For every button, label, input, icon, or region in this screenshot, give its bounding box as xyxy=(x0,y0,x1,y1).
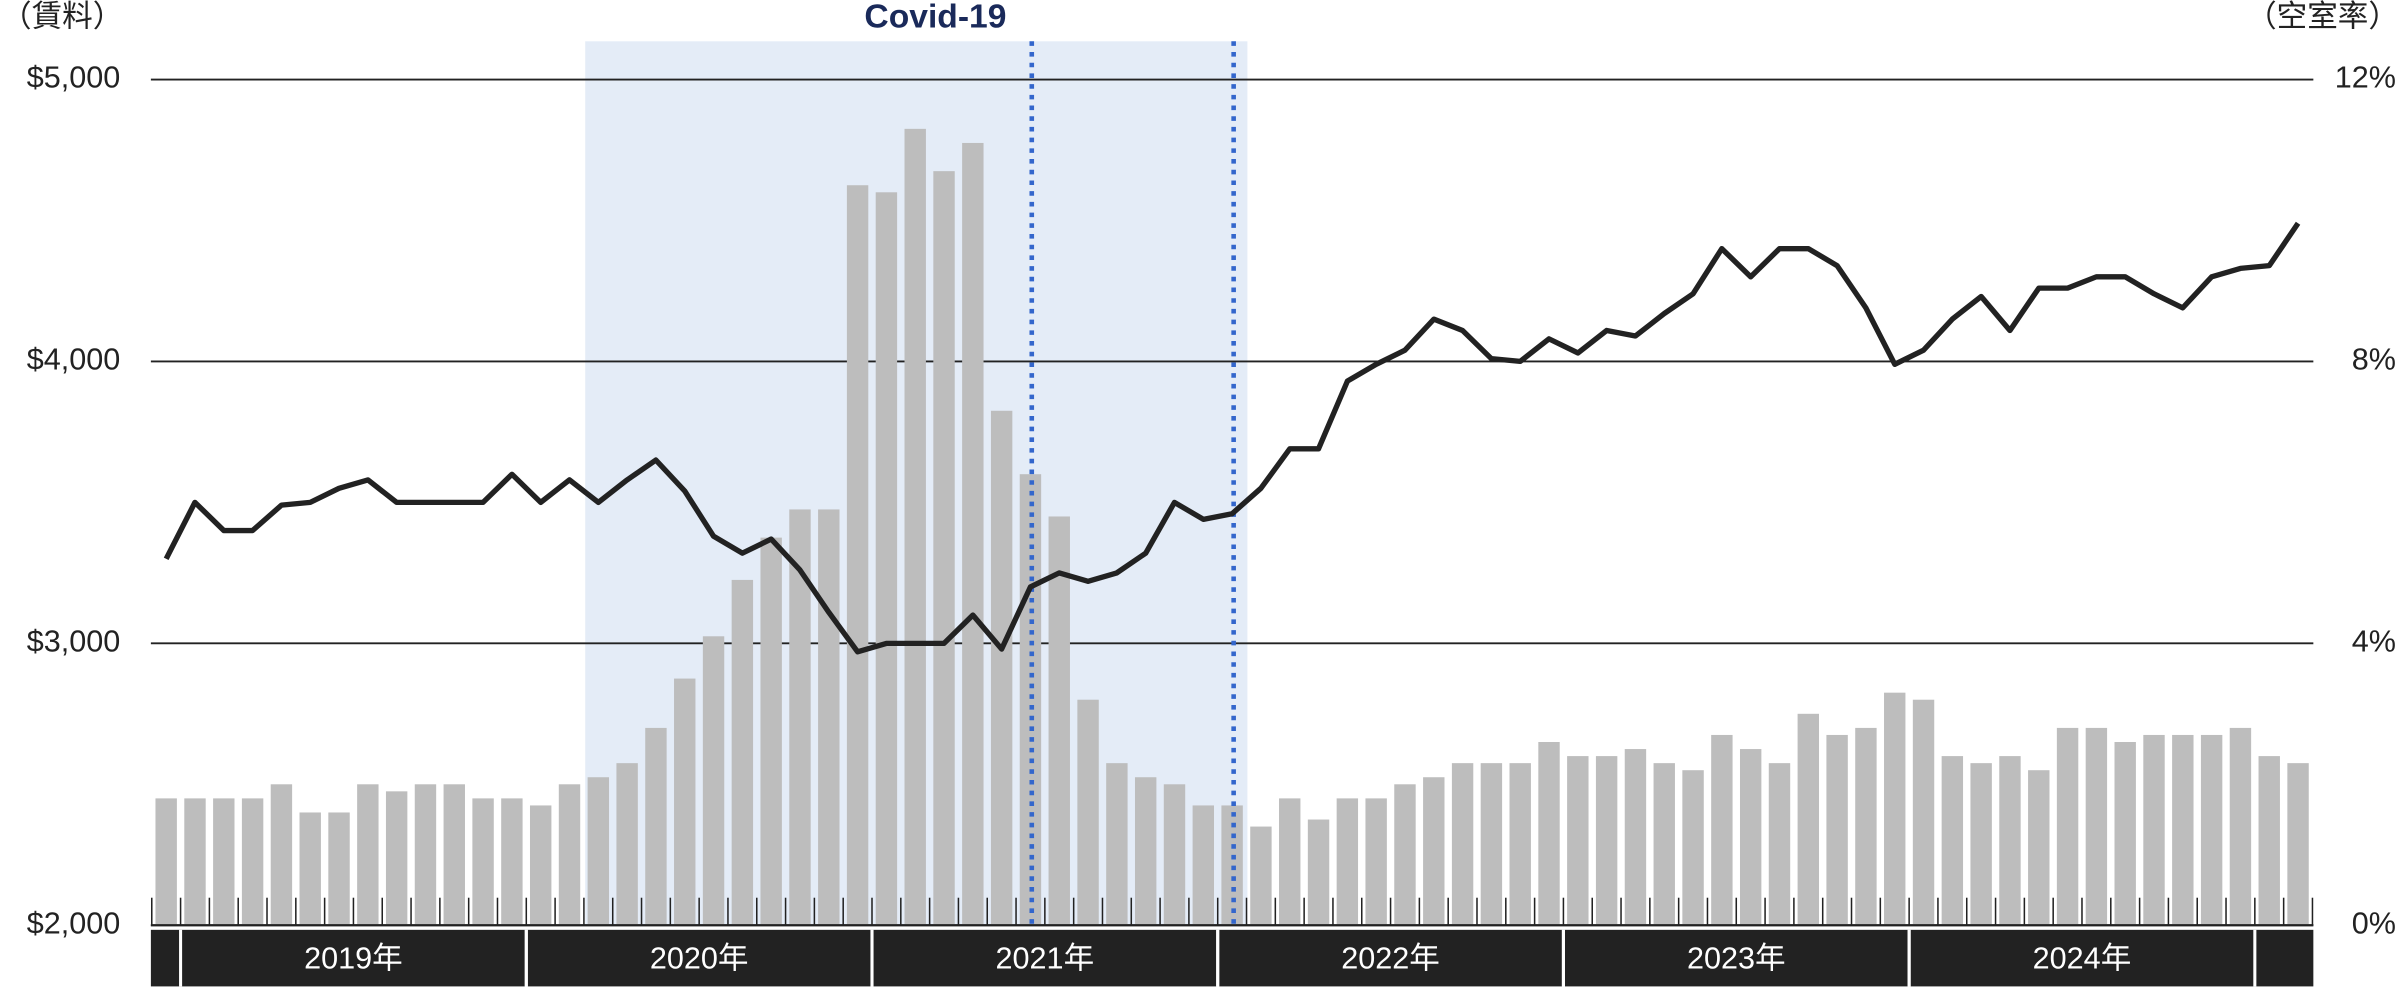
bar xyxy=(270,784,293,926)
bar xyxy=(1739,749,1762,926)
bar xyxy=(1941,756,1964,926)
bar xyxy=(213,798,235,926)
bar xyxy=(2258,756,2280,926)
bar xyxy=(2056,727,2079,926)
bar xyxy=(1711,734,1733,926)
bar xyxy=(558,784,581,926)
bar xyxy=(1192,805,1215,926)
x-tick-label: 2022年 xyxy=(1341,941,1440,975)
bar xyxy=(731,579,754,926)
bar xyxy=(1653,763,1675,926)
bar xyxy=(875,192,898,926)
bar xyxy=(933,171,955,926)
bar xyxy=(674,678,696,926)
y2-tick-label: 12% xyxy=(2335,61,2396,95)
bar xyxy=(1595,756,1618,926)
bar xyxy=(328,812,350,926)
bar xyxy=(2229,727,2252,926)
bar xyxy=(846,185,869,926)
bar xyxy=(1394,784,1416,926)
bar xyxy=(1768,763,1791,926)
x-tick-label: 2023年 xyxy=(1687,941,1786,975)
y-tick-label: $3,000 xyxy=(27,624,121,658)
bar xyxy=(2028,770,2050,926)
y2-tick-label: 4% xyxy=(2352,624,2396,658)
bar xyxy=(1163,784,1186,926)
bar xyxy=(414,784,437,926)
bar xyxy=(1970,763,1992,926)
bar xyxy=(1451,763,1474,926)
bar xyxy=(385,791,408,926)
bars xyxy=(155,128,2309,926)
bar xyxy=(1855,727,1877,926)
bar xyxy=(818,509,840,926)
bar xyxy=(529,805,552,926)
bar xyxy=(1509,763,1531,926)
bar xyxy=(1423,777,1445,926)
x-tick-label: 2020年 xyxy=(650,941,749,975)
bar xyxy=(1365,798,1387,926)
bar xyxy=(962,142,984,926)
bar xyxy=(1221,805,1243,926)
y-tick-label: $5,000 xyxy=(27,61,121,95)
bar xyxy=(789,509,811,926)
bar xyxy=(1567,756,1589,926)
bar xyxy=(702,636,725,926)
bar xyxy=(1826,734,1848,926)
year-band xyxy=(150,929,2314,987)
bar xyxy=(501,798,523,926)
grid: $2,000 $3,000 $4,000 $5,000 0% 4% 8% 12% xyxy=(27,61,2396,941)
bar xyxy=(587,777,610,926)
x-axis: 2019年 2020年 2021年 2022年 2023年 2024年 xyxy=(150,897,2314,987)
bar xyxy=(616,763,638,926)
y-axis-label: （賃料） xyxy=(1,0,123,33)
lines xyxy=(163,221,2301,655)
y2-axis-label: （空室率） xyxy=(2246,0,2399,33)
bar xyxy=(1077,699,1099,926)
bar xyxy=(241,798,264,926)
bar xyxy=(2172,734,2194,926)
bar xyxy=(2200,734,2223,926)
bar xyxy=(1279,798,1301,926)
bar xyxy=(472,798,494,926)
bar xyxy=(2085,727,2108,926)
bar xyxy=(1106,763,1128,926)
bar xyxy=(2287,763,2309,926)
bar xyxy=(1336,798,1359,926)
bar xyxy=(184,798,206,926)
bar xyxy=(1538,742,1560,926)
bar xyxy=(1048,516,1070,926)
annotation: Covid-19 xyxy=(864,0,1006,35)
bar xyxy=(1480,763,1503,926)
bar xyxy=(2114,742,2136,926)
bar xyxy=(1250,826,1272,926)
bar xyxy=(645,727,667,926)
bar xyxy=(1134,777,1157,926)
y2-tick-label: 0% xyxy=(2352,906,2396,940)
x-tick-label: 2019年 xyxy=(304,941,403,975)
y2-tick-label: 8% xyxy=(2352,343,2396,377)
x-tick-label: 2024年 xyxy=(2033,941,2132,975)
bar xyxy=(1999,756,2021,926)
bar xyxy=(299,812,321,926)
bar xyxy=(155,798,177,926)
bar xyxy=(760,537,782,926)
bar xyxy=(357,784,379,926)
x-tick-label: 2021年 xyxy=(996,941,1095,975)
bar xyxy=(1682,770,1704,926)
bar xyxy=(2143,734,2165,926)
bar xyxy=(1797,713,1820,926)
bar xyxy=(1624,749,1647,926)
bar xyxy=(1307,819,1330,926)
bar xyxy=(904,128,926,926)
bar xyxy=(1884,692,1906,926)
y-tick-label: $4,000 xyxy=(27,343,121,377)
line xyxy=(163,221,2301,655)
bar xyxy=(443,784,465,926)
bar xyxy=(990,410,1013,926)
bar xyxy=(1912,699,1935,926)
y-tick-label: $2,000 xyxy=(27,906,121,940)
